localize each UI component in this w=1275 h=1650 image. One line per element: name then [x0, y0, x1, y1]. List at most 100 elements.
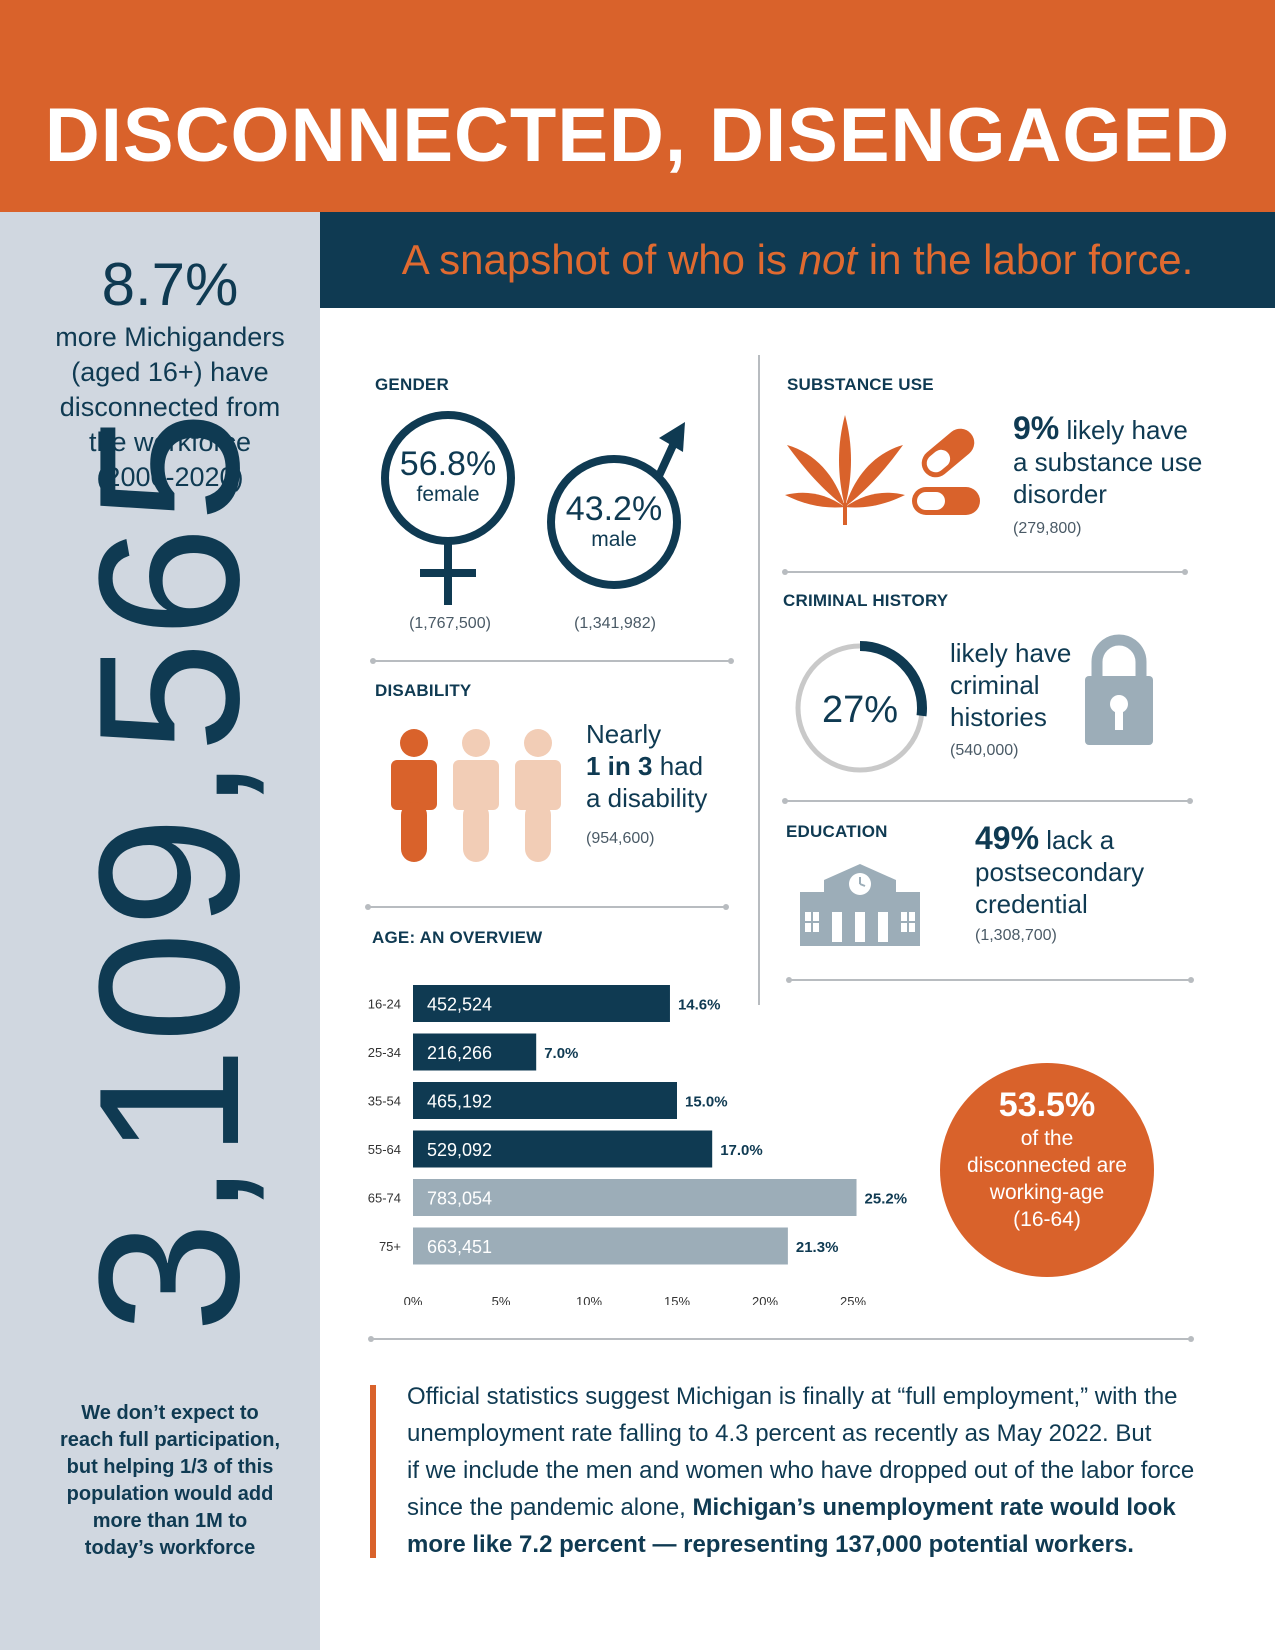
substance-text: 9% likely have a substance use disorder [1013, 412, 1202, 510]
age-category-label: 75+ [379, 1239, 401, 1254]
education-line1: lack a [1039, 825, 1115, 855]
quote-line: more like 7.2 percent — representing 137… [407, 1531, 1134, 1558]
cannabis-leaf-icon [785, 415, 905, 525]
age-category-label: 35-54 [368, 1094, 401, 1109]
x-tick-label: 10% [576, 1294, 602, 1305]
female-count: (1,767,500) [409, 615, 491, 632]
sidebar-footnote-line: population would add [66, 1483, 274, 1505]
sidebar-footnote: We don’t expect to reach full participat… [30, 1400, 310, 1562]
callout-line: of the [1020, 1127, 1074, 1150]
sidebar-description: more Michiganders (aged 16+) have discon… [20, 320, 320, 495]
disability-count: (954,600) [586, 830, 655, 847]
quote-text: since the pandemic alone, [407, 1494, 693, 1521]
ring-fill [793, 641, 927, 775]
sidebar-footnote-line: today’s workforce [84, 1537, 256, 1559]
age-bar [413, 1179, 857, 1216]
age-bar-count: 465,192 [427, 1092, 492, 1112]
sidebar-footnote-line: We don’t expect to [81, 1402, 259, 1424]
total-disconnected-number: 3,109,565 [58, 407, 281, 1333]
section-divider [365, 904, 729, 910]
age-bar [413, 1033, 537, 1071]
x-tick-label: 25% [840, 1294, 866, 1305]
person-icon [453, 729, 499, 862]
male-count: (1,341,982) [574, 615, 656, 632]
section-divider [368, 1336, 1194, 1342]
female-stat: 56.8% female [380, 445, 516, 507]
substance-line: 9% likely have [1013, 412, 1202, 446]
education-percent: 49% [975, 820, 1040, 856]
subtitle-text: in the labor force. [857, 236, 1194, 283]
sidebar-line: the workforce [88, 427, 252, 457]
disability-label: DISABILITY [375, 681, 472, 700]
x-tick-label: 5% [492, 1294, 511, 1305]
sidebar-percent: 8.7% [101, 251, 239, 318]
age-bar-value-label: 17.0% [720, 1142, 763, 1159]
sidebar-line: more Michiganders [55, 322, 285, 352]
x-tick-label: 20% [752, 1294, 778, 1305]
section-divider [370, 658, 734, 664]
disability-line: 1 in 3 had [586, 750, 707, 782]
female-symbol-icon [381, 411, 515, 605]
quote-line: if we include the men and women who have… [407, 1457, 1195, 1484]
female-percent: 56.8% [399, 445, 497, 483]
age-bar-value-label: 21.3% [796, 1239, 839, 1256]
school-building-icon [800, 864, 920, 946]
disability-line: a disability [586, 783, 708, 813]
age-bar-value-label: 14.6% [678, 997, 721, 1014]
disability-had: had [652, 751, 704, 781]
age-category-label: 16-24 [368, 997, 401, 1012]
age-category-label: 55-64 [368, 1142, 401, 1157]
callout-line: disconnected are [967, 1154, 1127, 1177]
quote-line: since the pandemic alone, Michigan’s une… [407, 1489, 1207, 1526]
working-age-callout: 53.5% of the disconnected are working-ag… [940, 1063, 1154, 1277]
people-icons [391, 729, 561, 862]
sidebar-footnote-line: more than 1M to [92, 1510, 248, 1532]
quote-accent-bar [370, 1385, 376, 1558]
x-tick-label: 0% [404, 1294, 423, 1305]
subtitle-text: A snapshot of who is [401, 236, 799, 283]
section-divider [782, 798, 1193, 804]
education-line: credential [975, 889, 1088, 919]
criminal-label: CRIMINAL HISTORY [783, 591, 949, 610]
criminal-progress-ring: 27% [793, 641, 927, 775]
subtitle-bar: A snapshot of who is not in the labor fo… [320, 212, 1275, 308]
column-divider [758, 355, 760, 1005]
criminal-text: likely have criminal histories [950, 637, 1071, 733]
gender-label: GENDER [375, 375, 449, 394]
substance-label: SUBSTANCE USE [787, 375, 934, 394]
substance-line: disorder [1013, 479, 1107, 509]
age-bar [413, 1227, 788, 1265]
sidebar-footnote-line: reach full participation, [59, 1429, 281, 1451]
criminal-count: (540,000) [950, 742, 1019, 759]
callout-line: working-age [989, 1181, 1105, 1204]
age-bar-count: 452,524 [427, 995, 492, 1015]
age-bar [413, 1130, 713, 1168]
page-title: DISCONNECTED, DISENGAGED [44, 93, 1231, 178]
age-bar [413, 1082, 677, 1119]
criminal-line: criminal [950, 670, 1040, 700]
age-label: AGE: AN OVERVIEW [372, 928, 543, 947]
section-divider [786, 977, 1194, 983]
education-line: 49% lack a [975, 822, 1144, 856]
education-text: 49% lack a postsecondary credential [975, 822, 1144, 920]
person-icon [391, 729, 437, 862]
sidebar-line: (aged 16+) have [71, 357, 269, 387]
age-bar-count: 216,266 [427, 1043, 492, 1063]
x-tick-label: 15% [664, 1294, 690, 1305]
male-label: male [591, 528, 637, 551]
male-symbol-icon [547, 422, 685, 589]
age-bar-count: 783,054 [427, 1189, 492, 1209]
substance-line: a substance use [1013, 447, 1203, 477]
quote-line: unemployment rate falling to 4.3 percent… [407, 1420, 1152, 1447]
education-count: (1,308,700) [975, 927, 1057, 944]
callout-line: (16-64) [1013, 1208, 1081, 1231]
male-percent: 43.2% [565, 490, 663, 528]
criminal-line: histories [950, 702, 1047, 732]
quote-paragraph: Official statistics suggest Michigan is … [407, 1378, 1207, 1563]
callout-percent: 53.5% [998, 1086, 1096, 1124]
section-divider [782, 569, 1188, 575]
criminal-percent: 27% [822, 689, 898, 731]
substance-count: (279,800) [1013, 520, 1082, 537]
age-bar-value-label: 15.0% [685, 1094, 728, 1111]
header-banner: DISCONNECTED, DISENGAGED [0, 0, 1275, 212]
